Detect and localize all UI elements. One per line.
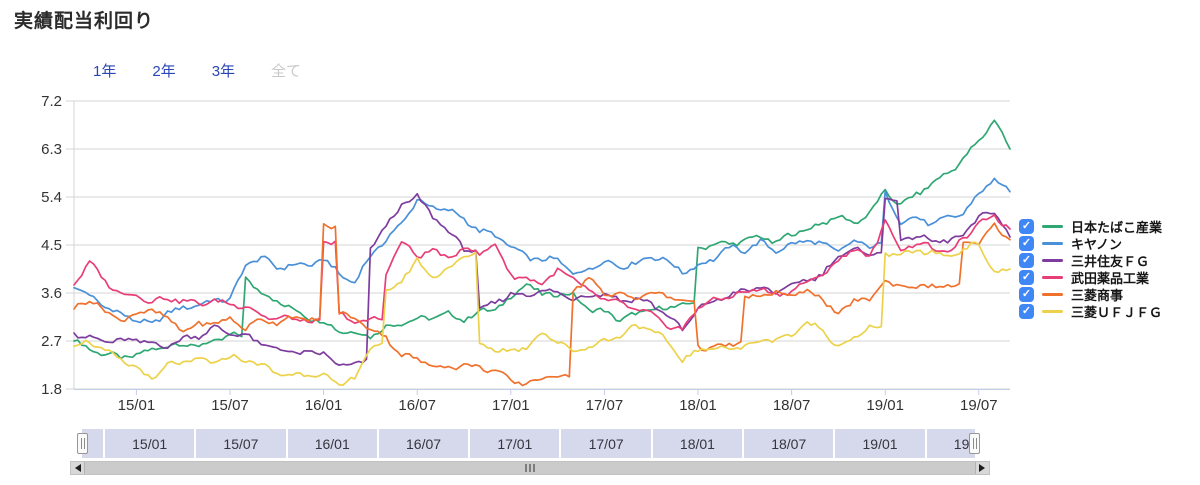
legend-checkbox-checked-icon[interactable]: ✓ xyxy=(1019,270,1034,286)
y-axis-label: 2.7 xyxy=(41,333,62,350)
scrollbar-right-arrow-icon[interactable] xyxy=(979,464,985,472)
legend-checkbox-checked-icon[interactable]: ✓ xyxy=(1019,304,1034,320)
range-button-group: 1年 2年 3年 全て xyxy=(93,60,301,81)
legend-item: ✓ 三菱商事 xyxy=(1019,287,1162,303)
x-axis-label: 17/07 xyxy=(586,397,624,414)
navigator-tick-label: 19/07 xyxy=(924,429,975,458)
legend-checkbox-checked-icon[interactable]: ✓ xyxy=(1019,219,1034,235)
scrollbar-left-arrow-icon[interactable] xyxy=(75,464,81,472)
chart-legend: ✓ 日本たばこ産業 ✓ キヤノン ✓ 三井住友ＦＧ ✓ 武田薬品工業 ✓ 三菱商事 ✓ 三菱ＵＦＪＦＧ xyxy=(1019,219,1162,320)
range-button-2y[interactable]: 2年 xyxy=(152,63,176,80)
navigator-tick-label: 15/07 xyxy=(194,429,285,458)
range-button-1y[interactable]: 1年 xyxy=(93,63,117,80)
navigator-tick-label: 15/01 xyxy=(103,429,194,458)
y-axis-label: 4.5 xyxy=(41,237,62,254)
y-axis-label: 6.3 xyxy=(41,141,62,158)
navigator-tick-label: 18/01 xyxy=(650,429,742,458)
x-axis-label: 15/07 xyxy=(211,397,249,414)
legend-checkbox-checked-icon[interactable]: ✓ xyxy=(1019,236,1034,252)
x-axis-label: 15/01 xyxy=(118,397,156,414)
scrollbar-grip-icon[interactable] xyxy=(525,464,535,472)
x-axis-label: 16/01 xyxy=(305,397,343,414)
legend-color-line-icon xyxy=(1042,293,1063,297)
date-range-navigator[interactable]: 15/01 15/07 16/01 16/07 17/01 17/07 18/01 18/07… xyxy=(82,429,975,458)
legend-item: ✓ 三菱ＵＦＪＦＧ xyxy=(1019,304,1162,320)
series-line-4 xyxy=(73,214,1011,331)
navigator-tick-label: 17/07 xyxy=(559,429,650,458)
series-line-2 xyxy=(73,177,1011,324)
legend-color-line-icon xyxy=(1042,242,1063,246)
navigator-tick-label: 18/07 xyxy=(742,429,833,458)
y-axis-label: 5.4 xyxy=(41,189,62,206)
legend-label: 三菱ＵＦＪＦＧ xyxy=(1071,305,1163,321)
legend-color-line-icon xyxy=(1042,259,1063,263)
legend-checkbox-checked-icon[interactable]: ✓ xyxy=(1019,287,1034,303)
legend-label: 武田薬品工業 xyxy=(1071,271,1150,287)
series-line-6 xyxy=(73,241,1011,386)
legend-color-line-icon xyxy=(1042,276,1063,280)
series-line-5 xyxy=(73,222,1011,387)
navigator-left-handle-icon[interactable] xyxy=(77,433,88,454)
x-axis-label: 18/01 xyxy=(679,397,717,414)
y-axis-label: 1.8 xyxy=(41,381,62,398)
legend-color-line-icon xyxy=(1042,225,1063,229)
series-line-3 xyxy=(73,192,1011,367)
navigator-right-handle-icon[interactable] xyxy=(969,433,980,454)
horizontal-scrollbar[interactable] xyxy=(70,461,990,475)
legend-item: ✓ キヤノン xyxy=(1019,236,1162,252)
x-axis-label: 18/07 xyxy=(773,397,811,414)
y-axis-label: 3.6 xyxy=(41,285,62,302)
legend-item: ✓ 武田薬品工業 xyxy=(1019,270,1162,286)
legend-label: 三井住友ＦＧ xyxy=(1071,254,1150,270)
range-button-all[interactable]: 全て xyxy=(271,63,302,80)
legend-label: 三菱商事 xyxy=(1071,288,1124,304)
navigator-tick-label: 17/01 xyxy=(468,429,559,458)
x-axis-label: 19/07 xyxy=(960,397,998,414)
x-axis-label: 16/07 xyxy=(398,397,436,414)
legend-checkbox-checked-icon[interactable]: ✓ xyxy=(1019,253,1034,269)
y-axis-label: 7.2 xyxy=(41,93,62,110)
x-axis-label: 17/01 xyxy=(492,397,530,414)
x-axis-label: 19/01 xyxy=(866,397,904,414)
legend-label: キヤノン xyxy=(1071,237,1122,253)
navigator-tick-label: 16/07 xyxy=(376,429,468,458)
legend-color-line-icon xyxy=(1042,310,1063,314)
range-button-3y[interactable]: 3年 xyxy=(211,63,236,80)
navigator-tick-label: 16/01 xyxy=(285,429,377,458)
legend-label: 日本たばこ産業 xyxy=(1071,220,1163,236)
page-title: 実績配当利回り xyxy=(14,11,155,32)
navigator-tick-label: 19/01 xyxy=(833,429,924,458)
legend-item: ✓ 日本たばこ産業 xyxy=(1019,219,1162,235)
legend-item: ✓ 三井住友ＦＧ xyxy=(1019,253,1162,269)
